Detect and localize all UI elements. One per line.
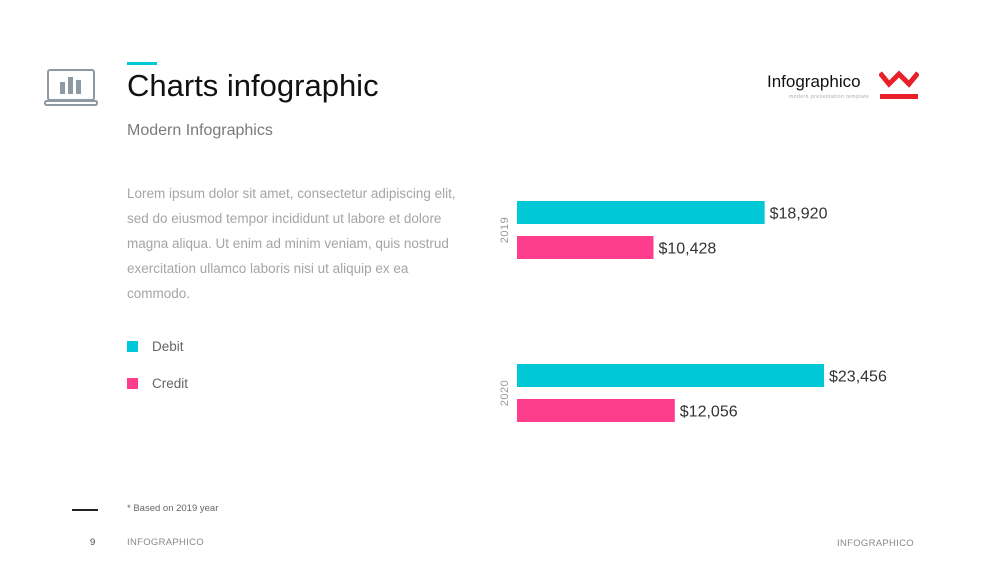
legend: Debit Credit bbox=[127, 338, 188, 412]
laptop-chart-icon bbox=[44, 69, 98, 106]
page-title: Charts infographic bbox=[127, 68, 379, 103]
footer-dash bbox=[72, 509, 98, 511]
legend-swatch-credit bbox=[127, 378, 138, 389]
legend-item-credit: Credit bbox=[127, 375, 188, 392]
value-label-credit-2019: $10,428 bbox=[658, 241, 716, 258]
legend-swatch-debit bbox=[127, 341, 138, 352]
title-accent-line bbox=[127, 62, 157, 65]
brand-tagline: modern presentation template bbox=[789, 94, 870, 100]
footnote: * Based on 2019 year bbox=[127, 503, 219, 514]
category-label-2019: 2019 bbox=[499, 217, 511, 243]
page-subtitle: Modern Infographics bbox=[127, 122, 273, 139]
infographico-logo bbox=[879, 70, 919, 99]
legend-item-debit: Debit bbox=[127, 338, 188, 355]
bar-credit-2020 bbox=[517, 399, 675, 422]
body-text: Lorem ipsum dolor sit amet, consectetur … bbox=[127, 186, 456, 301]
value-label-debit-2020: $23,456 bbox=[829, 369, 887, 386]
value-label-debit-2019: $18,920 bbox=[770, 206, 828, 223]
legend-label-credit: Credit bbox=[152, 376, 189, 391]
brand: Infographico modern presentation templat… bbox=[767, 70, 927, 106]
value-label-credit-2020: $12,056 bbox=[680, 404, 738, 421]
bar-credit-2019 bbox=[517, 236, 654, 259]
category-label-2020: 2020 bbox=[499, 380, 511, 406]
footer-brand-left: INFOGRAPHICO bbox=[127, 537, 204, 548]
bar-debit-2020 bbox=[517, 364, 824, 387]
page-number: 9 bbox=[90, 537, 96, 548]
footer-brand-right: INFOGRAPHICO bbox=[837, 538, 914, 549]
legend-label-debit: Debit bbox=[152, 339, 184, 354]
brand-name: Infographico bbox=[767, 72, 861, 91]
bar-debit-2019 bbox=[517, 201, 765, 224]
